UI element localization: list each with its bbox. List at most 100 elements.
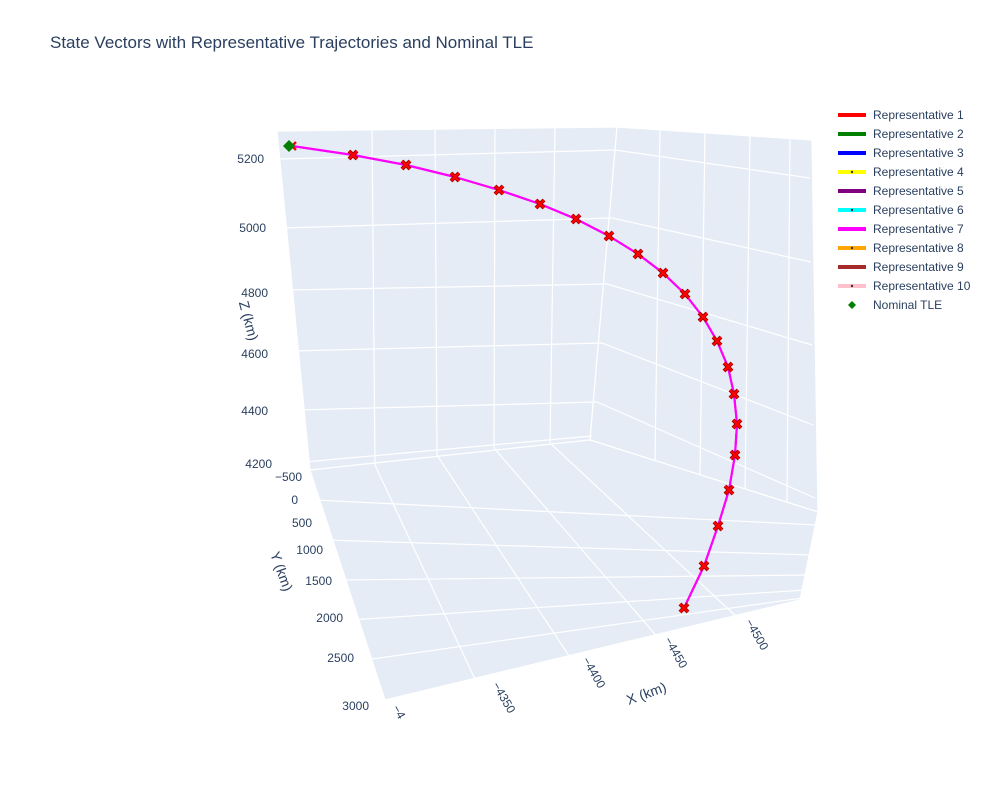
gridline [614, 149, 811, 179]
legend-item[interactable]: Representative 8 [838, 241, 964, 255]
gridline [601, 342, 814, 426]
gridline [493, 447, 661, 641]
x-tick-label: −4450 [661, 635, 690, 671]
state-vector-marker [400, 159, 412, 171]
state-vector-marker [657, 267, 669, 279]
legend-item[interactable]: Representative 2 [838, 127, 964, 141]
gridline [314, 499, 818, 526]
y-axis-title: Y (km) [267, 549, 296, 593]
state-vector-marker [731, 418, 743, 430]
gridline [493, 127, 496, 449]
state-vector-marker [711, 335, 723, 347]
state-vector-marker [534, 198, 546, 210]
gridline [654, 128, 661, 462]
x-tick-label: −4500 [742, 617, 771, 653]
gridline [786, 136, 791, 503]
gridline [744, 133, 751, 490]
legend-label: Representative 5 [873, 184, 964, 198]
legend: Representative 1 Representative 2 Represen… [838, 108, 971, 312]
state-vector-markers [287, 141, 743, 614]
gridline [287, 283, 608, 291]
z-tick-label: 4200 [245, 457, 272, 471]
state-vector-marker [729, 449, 741, 461]
state-vector-marker [632, 248, 644, 260]
x-tick-label: −4400 [579, 655, 608, 691]
legend-label: Representative 10 [873, 279, 971, 293]
legend-item[interactable]: Representative 10 [838, 279, 971, 293]
state-vector-marker [347, 149, 359, 161]
state-vector-marker [698, 560, 710, 572]
y-tick-label: 1000 [296, 543, 323, 557]
gridline [699, 130, 706, 476]
gridline [324, 539, 813, 556]
legend-label: Representative 7 [873, 222, 964, 236]
z-tick-label: 4800 [241, 286, 268, 300]
gridline [282, 217, 613, 229]
z-tick-label: 5200 [237, 152, 264, 166]
z-axis-title: Z (km) [236, 299, 262, 342]
gridline [279, 149, 616, 160]
legend-label: Representative 1 [873, 108, 964, 122]
state-vector-marker [723, 484, 735, 496]
x-axis-title: X (km) [624, 679, 668, 708]
z-tick-label: 4600 [241, 347, 268, 361]
z-tick-label: 4400 [241, 404, 268, 418]
legend-swatch-dot [850, 284, 854, 288]
legend-swatch-dot [850, 170, 854, 174]
gridline [349, 589, 806, 621]
y-tick-label: 2000 [316, 611, 343, 625]
legend-label: Representative 4 [873, 165, 964, 179]
back-pane-yz [276, 126, 618, 471]
state-vector-marker [449, 171, 461, 183]
legend-item[interactable]: Representative 5 [838, 184, 964, 198]
gridline [297, 401, 598, 411]
legend-label: Nominal TLE [873, 298, 942, 312]
y-tick-label: −500 [275, 470, 302, 484]
z-tick-label: 5000 [239, 221, 266, 235]
gridline [339, 574, 809, 581]
legend-item[interactable]: Representative 9 [838, 260, 964, 274]
legend-label: Representative 6 [873, 203, 964, 217]
state-vector-marker [570, 213, 582, 225]
legend-item[interactable]: Representative 4 [838, 165, 964, 179]
legend-item[interactable]: Representative 1 [838, 108, 964, 122]
scene-gridlines [279, 126, 818, 691]
state-vector-marker [603, 230, 615, 242]
gridline [606, 283, 813, 346]
gridline [292, 342, 603, 352]
gridline [596, 401, 816, 499]
legend-item[interactable]: Representative 6 [838, 203, 964, 217]
legend-item[interactable]: Representative 3 [838, 146, 964, 160]
state-vector-marker [722, 361, 734, 373]
legend-label: Representative 8 [873, 241, 964, 255]
legend-swatch-dot [850, 208, 854, 212]
state-vector-marker [678, 602, 690, 614]
legend-label: Representative 3 [873, 146, 964, 160]
state-vector-marker [728, 388, 740, 400]
chart-title: State Vectors with Representative Trajec… [50, 33, 534, 52]
axis-tick-labels: 4200 4400 4600 4800 5000 5200 −500 0 500 1000 1500… [237, 152, 771, 722]
legend-swatch-dot [850, 246, 854, 250]
legend-swatch [848, 301, 856, 309]
nominal-tle-marker [283, 140, 295, 152]
y-tick-label: 3000 [342, 699, 369, 713]
floor-pane-xy [309, 439, 819, 701]
gridline [364, 597, 803, 661]
legend-item[interactable]: Nominal TLE [848, 298, 942, 312]
gridline [371, 127, 376, 466]
gridline [434, 127, 438, 456]
state-vector-marker [697, 311, 709, 323]
gridline [304, 435, 593, 463]
x-tick-label: −4 [389, 703, 408, 722]
gridline [549, 442, 741, 621]
x-tick-label: −4350 [489, 680, 518, 716]
state-vector-marker [712, 520, 724, 532]
legend-label: Representative 9 [873, 260, 964, 274]
legend-label: Representative 2 [873, 127, 964, 141]
y-tick-label: 1500 [305, 574, 332, 588]
nominal-tle-marker-group [283, 140, 295, 152]
legend-item[interactable]: Representative 7 [838, 222, 964, 236]
gridline [611, 217, 812, 263]
y-tick-label: 500 [292, 516, 312, 530]
